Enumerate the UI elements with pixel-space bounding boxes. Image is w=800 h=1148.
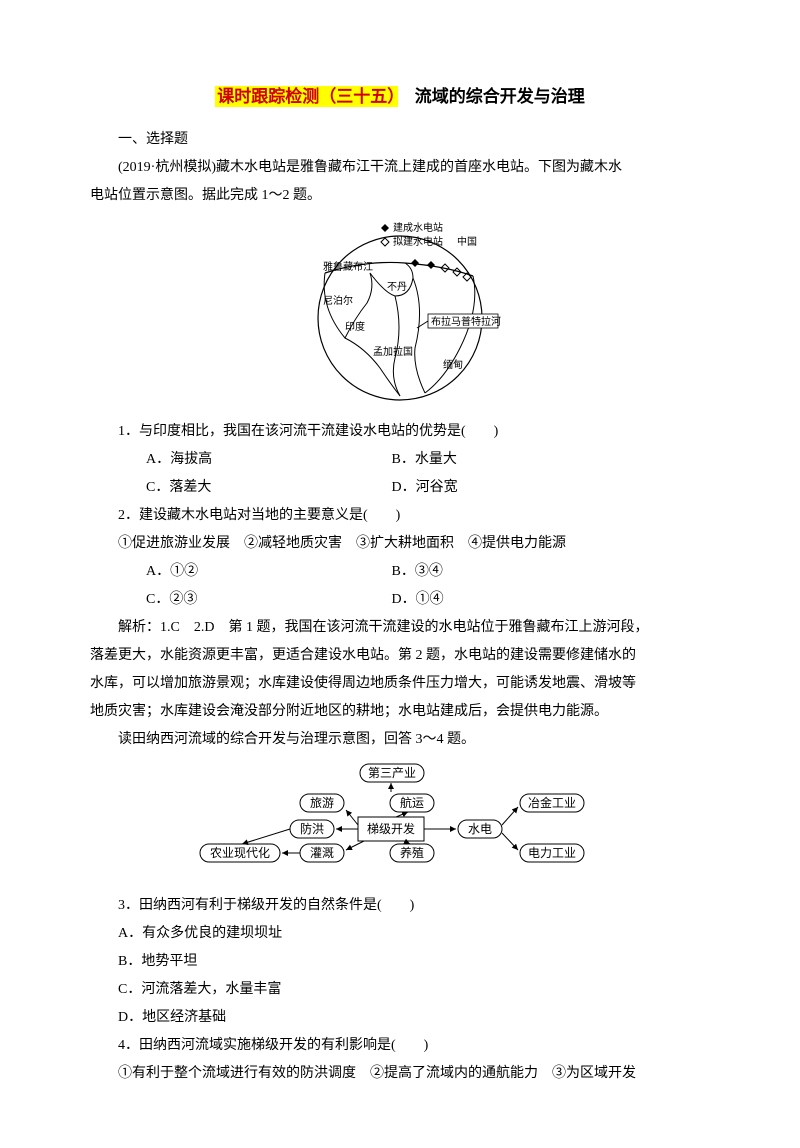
q3-opt-d: D．地区经济基础 [90,1004,710,1032]
q3-opt-b: B．地势平坦 [90,948,710,976]
flow-node-tertiary: 第三产业 [368,766,416,780]
q2-opt-d: D．①④ [392,592,444,607]
map-label-myanmar: 缅甸 [443,358,463,371]
intro-2: 读田纳西河流域的综合开发与治理示意图，回答 3～4 题。 [90,726,710,754]
flow-node-irrig: 灌溉 [310,846,334,860]
q2-circled: ①促进旅游业发展 ②减轻地质灾害 ③扩大耕地面积 ④提供电力能源 [90,530,710,558]
q2-opt-a: A．①② [118,558,388,586]
flow-node-agri: 农业现代化 [210,846,270,860]
map-label-bhutan: 不丹 [387,281,407,293]
flow-node-tourism: 旅游 [310,796,334,810]
ans12-d: 地质灾害；水库建设会淹没部分附近地区的耕地；水电站建成后，会提供电力能源。 [90,698,710,726]
page-title: 课时跟踪检测（三十五） 流域的综合开发与治理 [90,80,710,114]
flow-node-shipping: 航运 [400,795,424,810]
map-label-brahma: 布拉马普特拉河 [431,315,501,328]
flow-node-aqua: 养殖 [400,845,424,860]
intro-1-line-a: (2019·杭州模拟)藏木水电站是雅鲁藏布江干流上建成的首座水电站。下图为藏木水 [90,154,710,182]
q4-stem: 4．田纳西河流域实施梯级开发的有利影响是( ) [90,1032,710,1060]
legend-planned-label: 拟建水电站 [393,235,443,248]
q1-opt-a: A．海拔高 [118,446,388,474]
q2-opt-b: B．③④ [392,564,443,579]
map-label-yarlung: 雅鲁藏布江 [323,260,373,273]
section-heading-1: 一、选择题 [90,126,710,154]
q1-opt-c: C．落差大 [118,474,388,502]
flowchart-figure: 第三产业 旅游 航运 冶金工业 防洪 梯级开发 水电 农业现代化 灌溉 养殖 电… [90,762,710,888]
intro-1-line-b: 电站位置示意图。据此完成 1～2 题。 [90,182,710,210]
legend-built-label: 建成水电站 [393,221,443,234]
q3-opt-c: C．河流落差大，水量丰富 [90,976,710,1004]
map-label-bangladesh: 孟加拉国 [373,345,413,358]
flow-node-cascade: 梯级开发 [367,821,415,836]
title-highlight: 课时跟踪检测（三十五） [215,86,398,107]
map-figure: 建成水电站 拟建水电站 中国 雅鲁藏布江 布拉马普特拉河 不丹 尼泊尔 印度 孟… [90,218,710,414]
flow-node-power: 电力工业 [528,846,576,860]
q1-opt-b: B．水量大 [392,452,457,467]
map-label-china: 中国 [457,235,477,248]
ans12-b: 落差更大，水能资源更丰富，更适合建设水电站。第 2 题，水电站的建设需要修建储水… [90,642,710,670]
ans12-a: 解析：1.C 2.D 第 1 题，我国在该河流干流建设的水电站位于雅鲁藏布江上游… [90,614,710,642]
map-label-india: 印度 [345,320,365,333]
flow-node-metal: 冶金工业 [528,795,576,810]
ans12-c: 水库，可以增加旅游景观；水库建设使得周边地质条件压力增大，可能诱发地震、滑坡等 [90,670,710,698]
flow-node-flood: 防洪 [300,821,324,836]
q2-stem: 2．建设藏木水电站对当地的主要意义是( ) [90,502,710,530]
q3-opt-a: A．有众多优良的建坝坝址 [90,920,710,948]
q1-opt-d: D．河谷宽 [392,480,458,495]
q3-stem: 3．田纳西河有利于梯级开发的自然条件是( ) [90,892,710,920]
flow-node-hydro: 水电 [468,822,492,836]
q2-opt-c: C．②③ [118,586,388,614]
q4-circled: ①有利于整个流域进行有效的防洪调度 ②提高了流域内的通航能力 ③为区域开发 [90,1060,710,1088]
q1-stem: 1．与印度相比，我国在该河流干流建设水电站的优势是( ) [90,418,710,446]
map-label-nepal: 尼泊尔 [323,294,353,307]
title-rest: 流域的综合开发与治理 [398,87,585,106]
